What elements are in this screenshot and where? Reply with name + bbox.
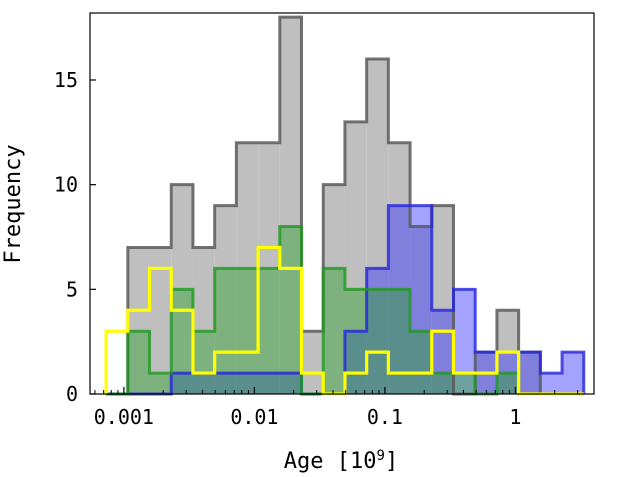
bar-green-15 [431,373,454,394]
bar-all-19 [518,352,541,394]
bar-all-14 [410,226,432,394]
bar-all-8 [279,17,302,394]
bar-all-9 [301,331,324,394]
bar-green-3 [171,289,193,394]
bar-green-13 [388,289,411,394]
x-axis-label: Age [109] [284,448,398,474]
bar-blue-11 [344,331,367,394]
x-tick-label-2: 0.1 [367,405,403,429]
bar-blue-19 [518,352,541,394]
bar-blue-21 [562,352,584,394]
bar-blue-5 [214,373,237,394]
bar-green-2 [149,373,172,394]
bars-layer [127,17,584,395]
bar-all-5 [214,205,237,394]
bar-blue-13 [388,205,411,394]
bar-green-4 [192,331,215,394]
y-tick-label-3: 15 [54,68,78,92]
bar-blue-6 [236,373,259,394]
bar-blue-8 [279,373,302,394]
bar-all-15 [431,205,454,394]
bar-green-11 [344,289,367,394]
bar-all-2 [149,247,172,394]
x-axis-label-exponent: 9 [377,448,385,464]
y-tick-label-2: 10 [54,173,78,197]
bar-green-6 [236,268,259,394]
y-tick-label-0: 0 [66,382,78,406]
bar-green-16 [453,373,476,394]
bar-blue-14 [410,205,432,394]
x-tick-label-0: 0.001 [94,405,154,429]
bar-blue-4 [192,373,215,394]
x-tick-label-3: 1 [509,405,521,429]
bar-green-8 [279,226,302,394]
bar-all-4 [192,247,215,394]
series-outline-all [106,15,584,396]
x-axis-label-suffix: ] [385,449,398,474]
series-outline-yellow [104,245,584,396]
bar-all-11 [344,121,367,394]
bar-green-18 [496,373,519,394]
bar-green-5 [214,268,237,394]
bar-green-12 [366,289,389,394]
ticks-layer: 0 5 10 15 0.001 0.01 0.1 1 [54,68,595,429]
x-tick-label-1: 0.01 [230,405,278,429]
bar-blue-16 [453,289,476,394]
bar-blue-7 [258,373,280,394]
bar-green-7 [258,268,280,394]
bar-all-1 [127,247,150,394]
plot-frame [89,12,595,395]
bar-blue-3 [171,373,193,394]
y-axis-label: Frequency [1,144,26,263]
bar-all-10 [323,184,345,394]
bar-green-10 [323,268,345,394]
bar-blue-12 [366,268,389,394]
bar-blue-20 [540,373,563,394]
y-tick-label-1: 5 [66,277,78,301]
bar-green-1 [127,331,150,394]
bar-all-12 [366,59,389,395]
bar-green-14 [410,331,432,394]
